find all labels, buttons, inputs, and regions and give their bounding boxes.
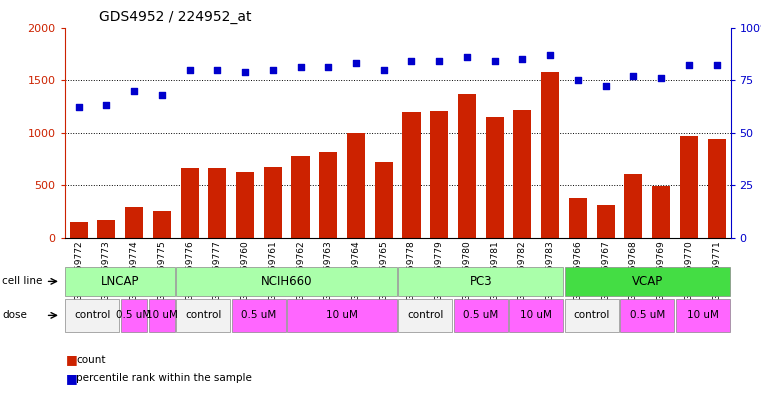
Point bbox=[461, 54, 473, 60]
Text: VCAP: VCAP bbox=[632, 275, 663, 288]
Bar bbox=[180, 168, 199, 238]
Text: 0.5 uM: 0.5 uM bbox=[463, 310, 498, 320]
Bar bbox=[597, 205, 615, 238]
Point bbox=[572, 77, 584, 83]
Bar bbox=[97, 220, 116, 238]
Text: 10 uM: 10 uM bbox=[146, 310, 178, 320]
Point bbox=[406, 58, 418, 64]
Text: 0.5 uM: 0.5 uM bbox=[629, 310, 665, 320]
Point bbox=[655, 75, 667, 81]
Text: dose: dose bbox=[2, 310, 27, 320]
Bar bbox=[403, 112, 421, 238]
Point bbox=[156, 92, 168, 98]
Bar bbox=[680, 136, 698, 238]
Point bbox=[711, 62, 723, 68]
Bar bbox=[291, 156, 310, 238]
Point bbox=[100, 102, 113, 108]
Text: GDS4952 / 224952_at: GDS4952 / 224952_at bbox=[99, 10, 251, 24]
Text: control: control bbox=[407, 310, 444, 320]
Text: ■: ■ bbox=[65, 353, 77, 366]
Text: control: control bbox=[574, 310, 610, 320]
Text: 10 uM: 10 uM bbox=[521, 310, 552, 320]
Bar bbox=[264, 167, 282, 238]
Bar bbox=[569, 198, 587, 238]
Bar bbox=[347, 132, 365, 238]
Point bbox=[433, 58, 445, 64]
Bar bbox=[236, 172, 254, 238]
Point bbox=[489, 58, 501, 64]
Bar bbox=[430, 110, 448, 238]
Text: ■: ■ bbox=[65, 371, 77, 385]
Bar bbox=[486, 117, 504, 238]
Text: count: count bbox=[76, 354, 106, 365]
Bar bbox=[125, 207, 143, 238]
Bar bbox=[69, 222, 88, 238]
Bar bbox=[153, 211, 170, 238]
Text: control: control bbox=[185, 310, 221, 320]
Bar bbox=[652, 186, 670, 238]
Point bbox=[683, 62, 695, 68]
Point bbox=[295, 64, 307, 71]
Bar bbox=[708, 139, 726, 238]
Point bbox=[600, 83, 612, 90]
Text: 10 uM: 10 uM bbox=[687, 310, 718, 320]
Point bbox=[322, 64, 334, 71]
Bar bbox=[320, 152, 337, 238]
Text: control: control bbox=[75, 310, 110, 320]
Point bbox=[266, 66, 279, 73]
Bar bbox=[514, 110, 531, 238]
Point bbox=[212, 66, 224, 73]
Bar bbox=[374, 162, 393, 238]
Text: 10 uM: 10 uM bbox=[326, 310, 358, 320]
Point bbox=[377, 66, 390, 73]
Point bbox=[128, 87, 140, 94]
Point bbox=[72, 104, 84, 110]
Bar bbox=[458, 94, 476, 238]
Text: percentile rank within the sample: percentile rank within the sample bbox=[76, 373, 252, 383]
Text: 0.5 uM: 0.5 uM bbox=[241, 310, 276, 320]
Point bbox=[350, 60, 362, 66]
Text: 0.5 uM: 0.5 uM bbox=[116, 310, 151, 320]
Text: LNCAP: LNCAP bbox=[101, 275, 139, 288]
Text: cell line: cell line bbox=[2, 276, 43, 286]
Point bbox=[517, 56, 529, 62]
Bar bbox=[209, 168, 226, 238]
Point bbox=[627, 73, 639, 79]
Bar bbox=[625, 174, 642, 238]
Point bbox=[544, 52, 556, 58]
Point bbox=[183, 66, 196, 73]
Bar bbox=[541, 72, 559, 238]
Point bbox=[239, 68, 251, 75]
Text: PC3: PC3 bbox=[470, 275, 492, 288]
Text: NCIH660: NCIH660 bbox=[261, 275, 313, 288]
